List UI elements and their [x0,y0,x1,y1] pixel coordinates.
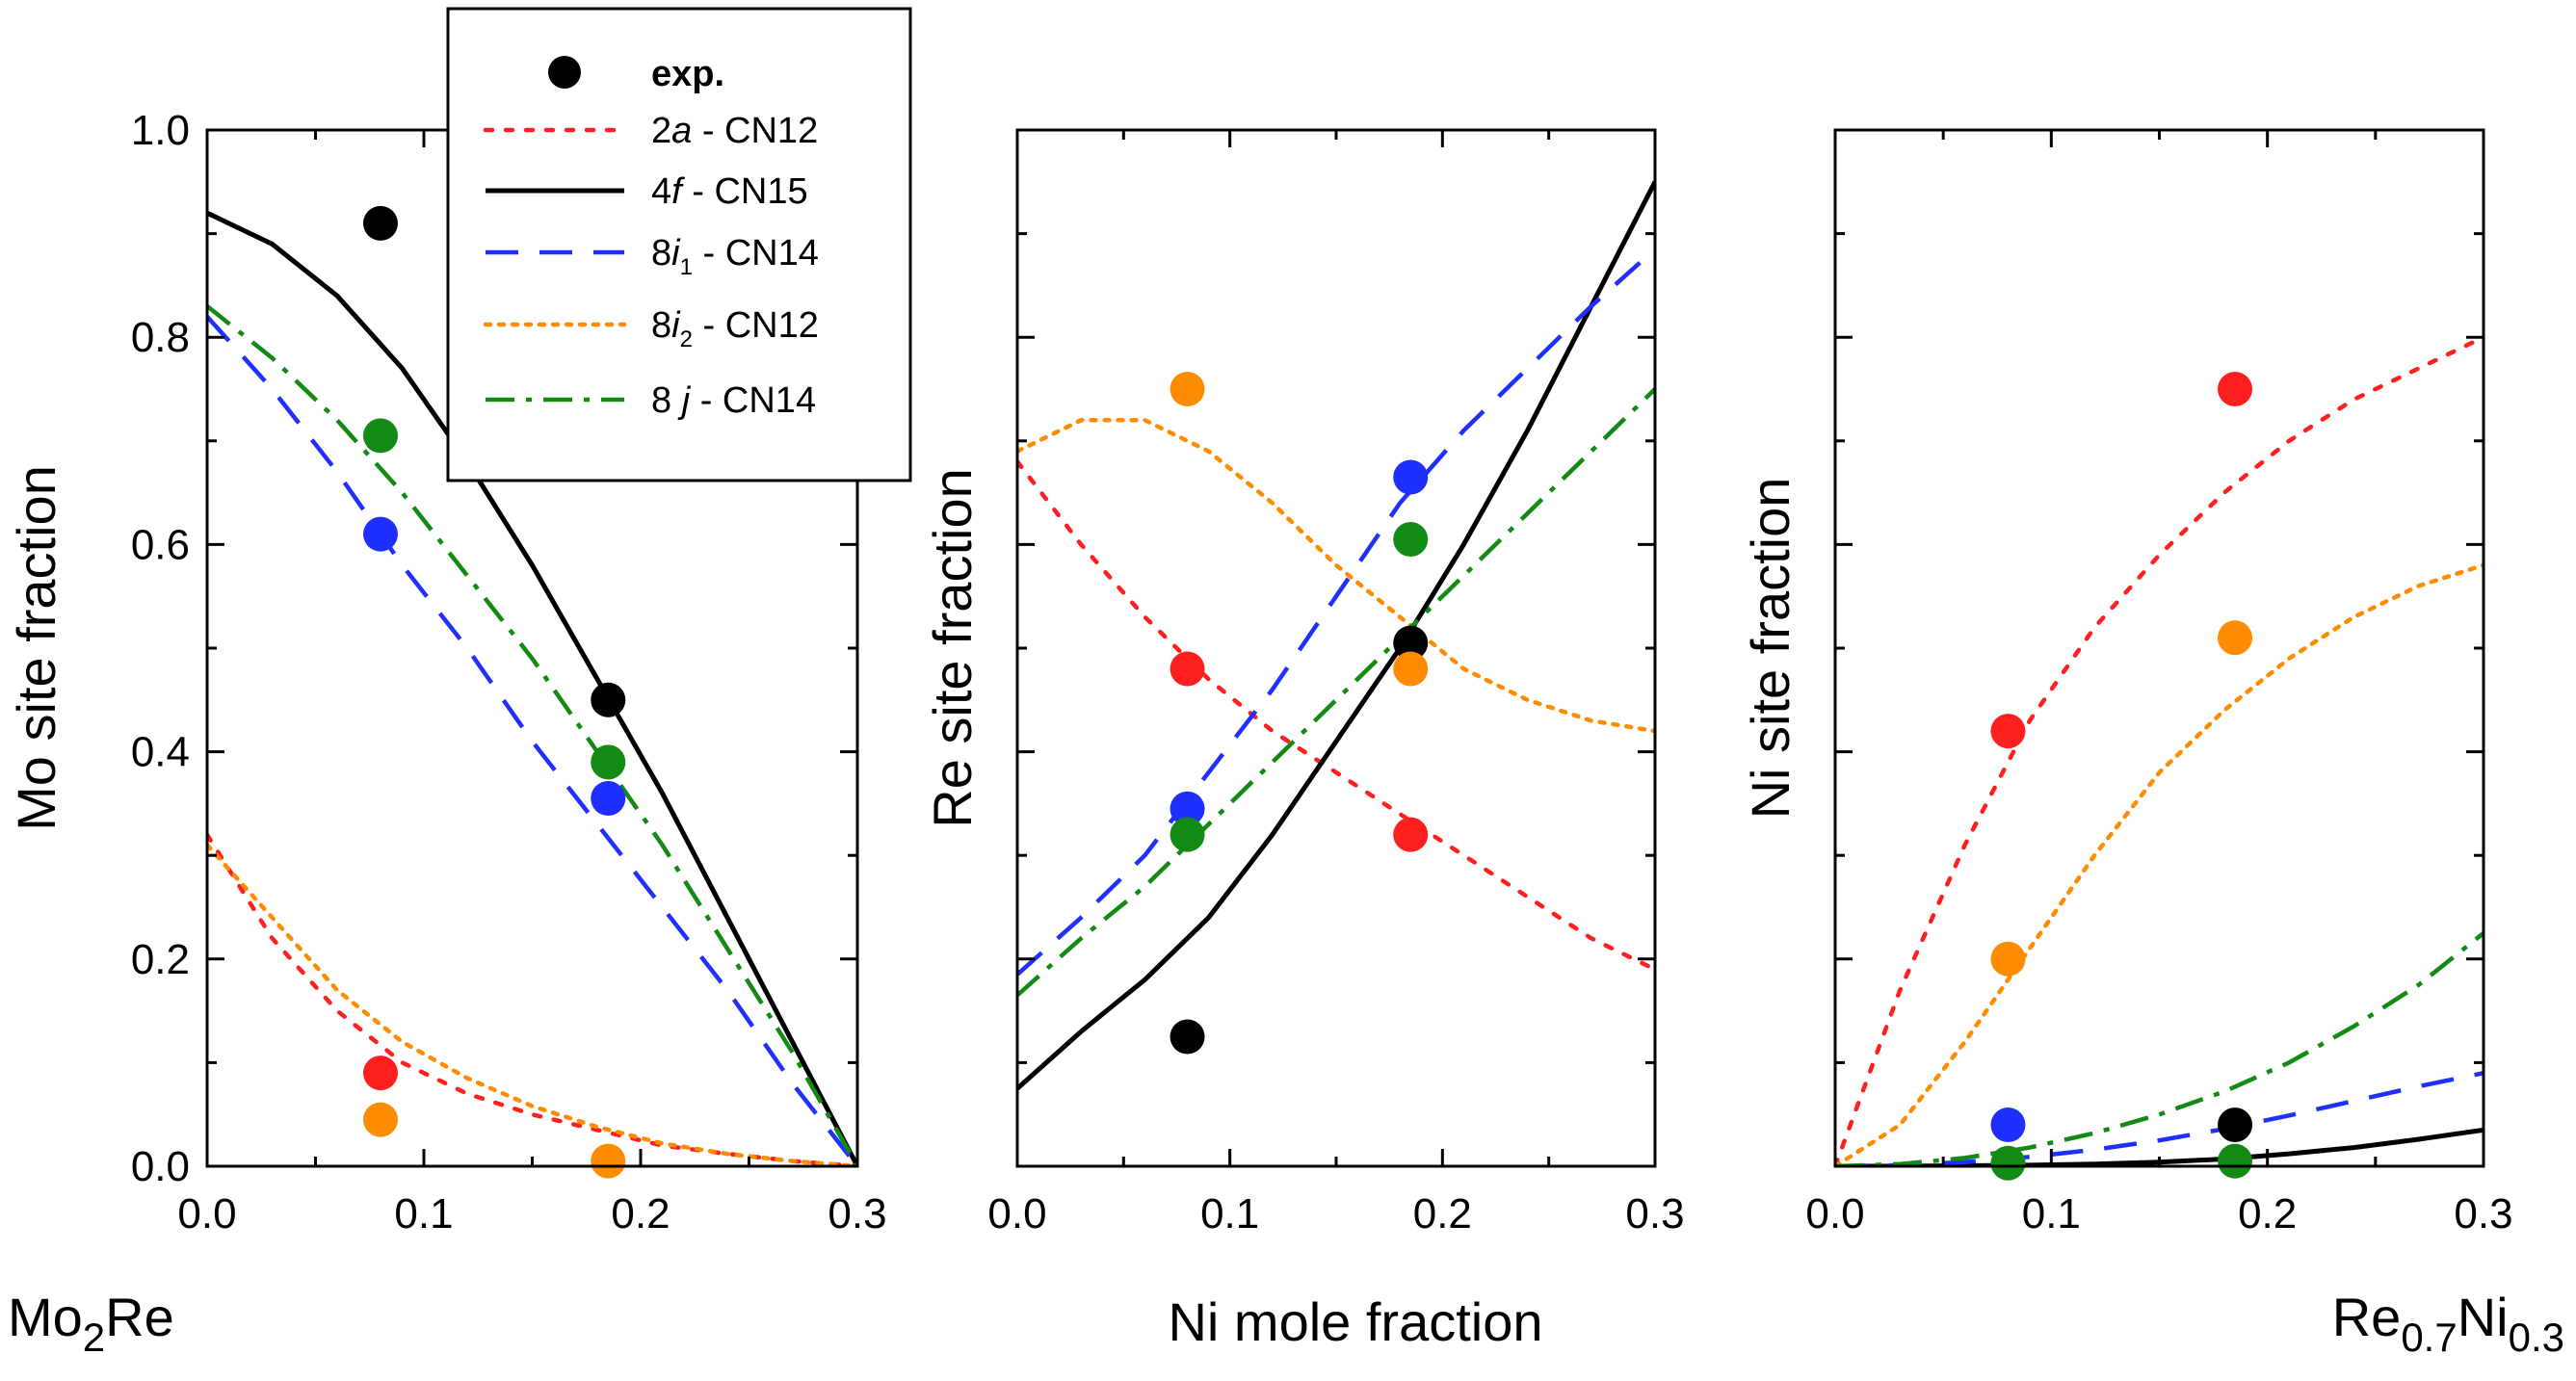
mo-point-8i1-0 [363,516,398,552]
mo-ytick-label: 0.6 [131,521,190,568]
legend-exp-label: exp. [651,54,724,94]
re-axes-frame [1015,128,1657,1168]
ni-point-2a-0 [1990,714,2026,749]
ni-point-8i2-0 [1990,941,2026,977]
mo-curve-8i2 [207,843,857,1166]
mo-curve-2a [207,832,857,1166]
mo-composition-label: Mo2Re [8,1287,174,1360]
mo-ytick-label: 0.0 [131,1143,190,1190]
re-point-exp-0 [1170,1019,1205,1055]
re-xlabel: Ni mole fraction [1168,1291,1542,1352]
mo-ytick-label: 0.8 [131,314,190,361]
ni-curve-8i1 [1835,1070,2484,1166]
ni-curves [1835,334,2484,1166]
mo-ytick-label: 1.0 [131,107,190,154]
ni-xtick-label: 0.3 [2454,1190,2512,1238]
mo-ytick-label: 0.2 [131,936,190,983]
mo-point-8i2-1 [591,1143,626,1179]
mo-xtick-label: 0.3 [828,1190,886,1238]
mo-curves [207,210,857,1166]
mo-ytick-label: 0.4 [131,729,190,776]
ni-curve-8j [1835,931,2484,1166]
panel-re: 0.0 0.1 0.2 0.3 Re site fraction Ni mole frac… [922,128,1685,1352]
mo-ylabel: Mo site fraction [6,465,66,831]
re-point-8j-0 [1170,817,1205,852]
re-curves [1017,180,1655,1091]
re-point-exp-1 [1393,625,1429,661]
ni-curve-8i2 [1835,562,2484,1166]
re-curve-8j [1017,387,1655,998]
mo-curve-8i1 [207,315,857,1166]
mo-xtick-label: 0.0 [177,1190,236,1238]
re-curve-4f [1017,180,1655,1091]
panel-mo: 0.0 0.1 0.2 0.3 0.0 0.2 0.4 0.6 0.8 1.0 Mo site fr… [6,107,887,1360]
legend-2a-label: 2a - CN12 [651,111,818,151]
ni-point-8j-0 [1990,1145,2026,1181]
ni-axes-frame [1833,128,2485,1168]
re-xtick-label: 0.1 [1200,1190,1259,1238]
mo-point-8i1-1 [591,781,626,817]
re-point-2a-0 [1170,651,1205,687]
mo-point-exp-1 [591,682,626,717]
ni-point-8i2-1 [2218,620,2253,656]
mo-point-8j-1 [591,744,626,780]
mo-point-2a-0 [363,1055,398,1091]
mo-point-exp-0 [363,205,398,241]
re-points [1170,372,1429,1055]
mo-curve-4f [207,210,857,1166]
legend-8i2-label: 8i2 - CN12 [651,305,819,352]
ni-point-exp-0 [2218,1107,2253,1142]
ni-curve-2a [1835,334,2484,1166]
re-point-8i2-1 [1393,651,1429,687]
legend-8i1-label: 8i1 - CN14 [651,233,819,280]
re-point-8i1-1 [1393,459,1429,495]
legend-4f-label: 4f - CN15 [651,171,808,212]
legend: exp. 2a - CN12 4f - CN15 8i1 - CN14 8i2 - CN… [446,7,912,482]
re-ylabel: Re site fraction [922,468,983,828]
ni-xtick-label: 0.0 [1805,1190,1864,1238]
mo-point-8i2-0 [363,1102,398,1137]
re-xtick-label: 0.2 [1413,1190,1472,1238]
mo-point-8j-0 [363,418,398,454]
legend-8j-label: 8 j - CN14 [651,380,816,421]
ni-composition-label: Re0.7Ni0.3 [2332,1287,2564,1360]
re-point-2a-1 [1393,817,1429,852]
panel-ni: 0.0 0.1 0.2 0.3 Ni site fraction Re0.7Ni0.3 [1740,128,2564,1360]
ni-ylabel: Ni site fraction [1740,478,1801,820]
mo-curve-8j [207,304,857,1166]
re-curve-8i1 [1017,248,1655,977]
re-point-8i2-0 [1170,372,1205,406]
legend-box [446,7,912,482]
re-point-8j-1 [1393,522,1429,558]
re-curve-8i2 [1017,418,1655,734]
re-xtick-label: 0.0 [987,1190,1046,1238]
ni-xtick-label: 0.2 [2238,1190,2297,1238]
ni-point-8i1-0 [1990,1107,2026,1142]
ni-point-2a-1 [2218,372,2253,406]
legend-exp-marker [548,56,581,89]
ni-point-8j-1 [2218,1143,2253,1179]
re-point-8i1-0 [1170,791,1205,826]
re-curve-2a [1017,459,1655,972]
mo-xtick-label: 0.2 [611,1190,670,1238]
mo-points [363,205,626,1179]
mo-xtick-label: 0.1 [394,1190,453,1238]
re-xtick-label: 0.3 [1625,1190,1684,1238]
ni-points [1990,372,2253,1181]
ni-xtick-label: 0.1 [2022,1190,2081,1238]
